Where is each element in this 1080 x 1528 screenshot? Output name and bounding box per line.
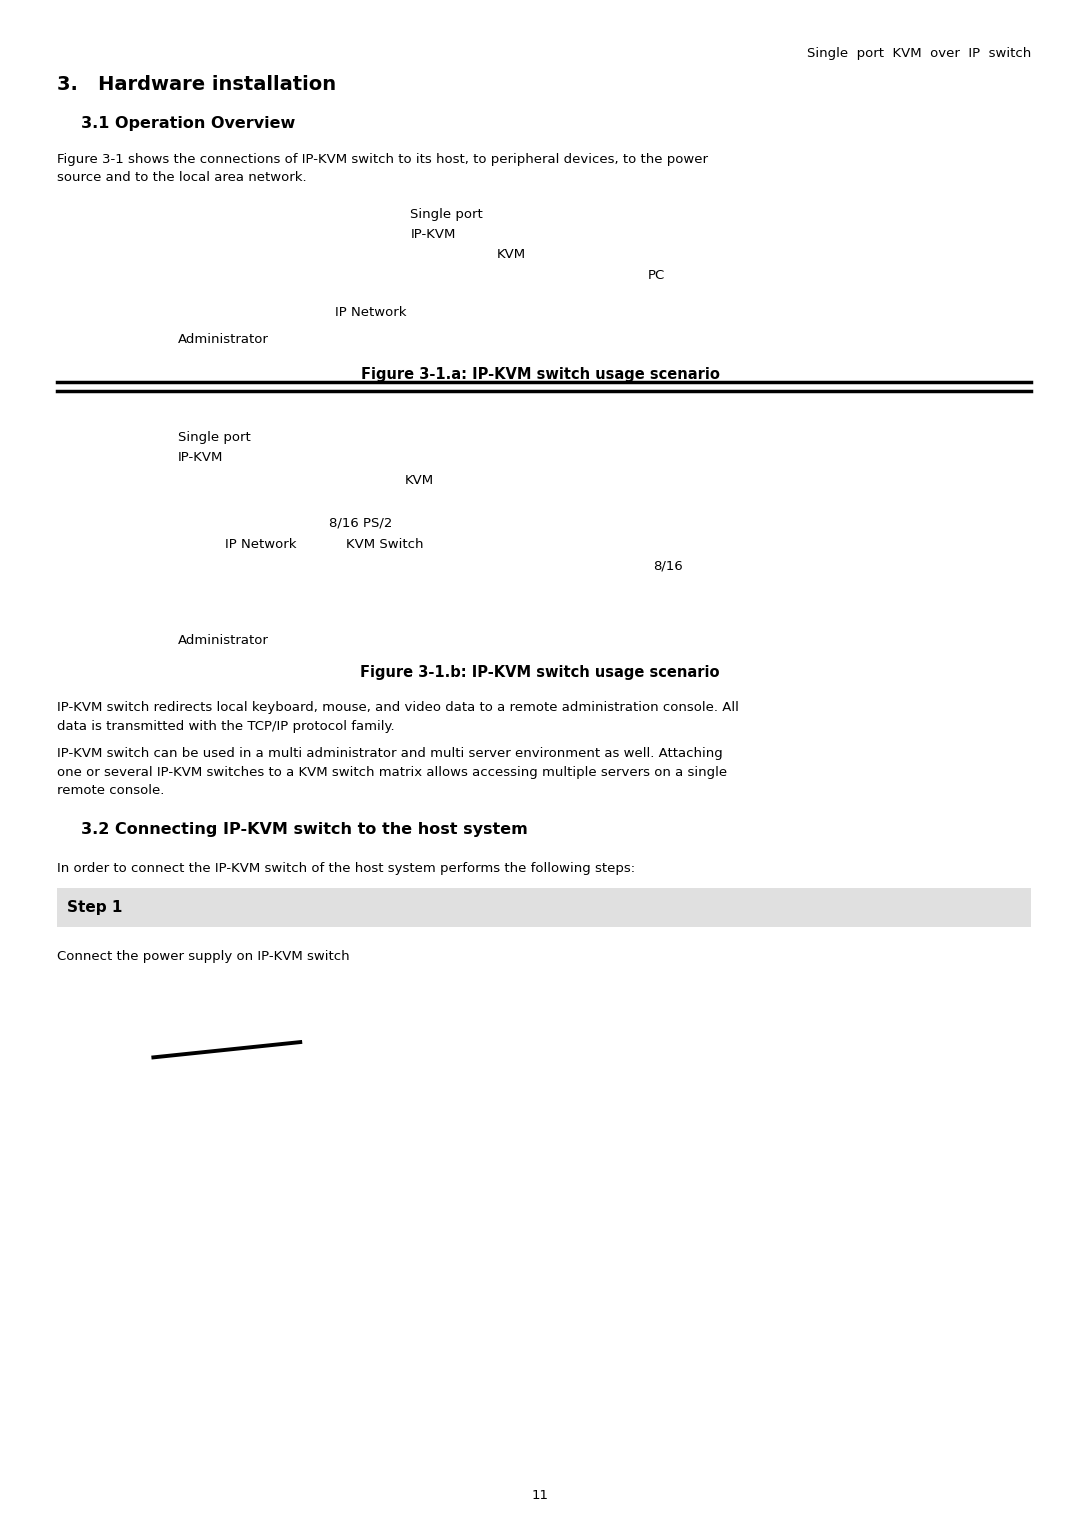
Text: IP-KVM switch redirects local keyboard, mouse, and video data to a remote admini: IP-KVM switch redirects local keyboard, … <box>57 701 739 715</box>
Text: Administrator: Administrator <box>178 634 269 648</box>
Text: KVM Switch: KVM Switch <box>346 538 423 552</box>
Text: IP-KVM: IP-KVM <box>178 451 224 465</box>
Text: IP Network: IP Network <box>225 538 296 552</box>
Text: Figure 3-1.a: IP-KVM switch usage scenario: Figure 3-1.a: IP-KVM switch usage scenar… <box>361 367 719 382</box>
Text: KVM: KVM <box>405 474 434 487</box>
Text: one or several IP-KVM switches to a KVM switch matrix allows accessing multiple : one or several IP-KVM switches to a KVM … <box>57 766 727 779</box>
Text: 8/16 PS/2: 8/16 PS/2 <box>329 516 393 530</box>
Text: Single port: Single port <box>178 431 251 445</box>
Text: IP-KVM switch can be used in a multi administrator and multi server environment : IP-KVM switch can be used in a multi adm… <box>57 747 723 761</box>
Text: Connect the power supply on IP-KVM switch: Connect the power supply on IP-KVM switc… <box>57 950 350 964</box>
Text: IP Network: IP Network <box>335 306 406 319</box>
Text: Figure 3-1.b: IP-KVM switch usage scenario: Figure 3-1.b: IP-KVM switch usage scenar… <box>361 665 719 680</box>
Text: Administrator: Administrator <box>178 333 269 347</box>
Text: In order to connect the IP-KVM switch of the host system performs the following : In order to connect the IP-KVM switch of… <box>57 862 635 876</box>
Bar <box>57 888 1031 927</box>
Text: 8/16: 8/16 <box>653 559 684 573</box>
Text: Step 1: Step 1 <box>67 900 122 915</box>
Text: source and to the local area network.: source and to the local area network. <box>57 171 307 185</box>
Text: data is transmitted with the TCP/IP protocol family.: data is transmitted with the TCP/IP prot… <box>57 720 395 733</box>
Text: KVM: KVM <box>497 248 526 261</box>
Text: Figure 3-1 shows the connections of IP-KVM switch to its host, to peripheral dev: Figure 3-1 shows the connections of IP-K… <box>57 153 708 167</box>
Text: 3.1 Operation Overview: 3.1 Operation Overview <box>81 116 295 131</box>
Text: Single port: Single port <box>410 208 483 222</box>
Text: remote console.: remote console. <box>57 784 164 798</box>
Text: IP-KVM: IP-KVM <box>410 228 456 241</box>
Text: PC: PC <box>648 269 665 283</box>
Text: 11: 11 <box>531 1488 549 1502</box>
Text: 3.2 Connecting IP-KVM switch to the host system: 3.2 Connecting IP-KVM switch to the host… <box>81 822 528 837</box>
Text: Single  port  KVM  over  IP  switch: Single port KVM over IP switch <box>807 47 1031 61</box>
Text: 3.   Hardware installation: 3. Hardware installation <box>57 75 336 93</box>
